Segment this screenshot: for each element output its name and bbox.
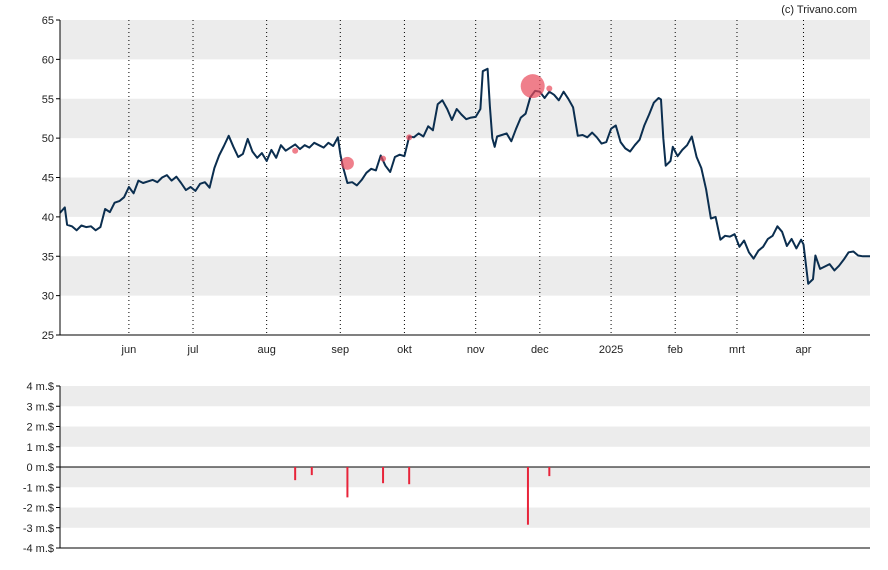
grid-band <box>60 426 870 447</box>
y-tick-label: -3 m.$ <box>23 523 54 535</box>
x-tick-label: 2025 <box>599 344 623 356</box>
price-panel: jun jul aug sep okt nov dec 2025 feb mrt apr 65 60 55… <box>42 15 870 356</box>
y-tick-label: -2 m.$ <box>23 503 54 515</box>
y-tick-label: 45 <box>42 173 54 185</box>
x-tick-label: okt <box>397 344 412 356</box>
grid-band <box>60 256 870 296</box>
y-tick-label: 35 <box>42 251 54 263</box>
insider-bubble <box>292 147 299 154</box>
y-tick-label: -1 m.$ <box>23 482 54 494</box>
y-tick-label: 3 m.$ <box>26 401 54 413</box>
x-tick-label: aug <box>257 344 275 356</box>
x-tick-label: nov <box>467 344 485 356</box>
grid-band <box>60 467 870 488</box>
insider-bubble <box>380 155 387 162</box>
price-line <box>59 67 870 285</box>
y-tick-label: 55 <box>42 94 54 106</box>
y-tick-label: 4 m.$ <box>26 381 54 393</box>
volume-panel: 4 m.$ 3 m.$ 2 m.$ 1 m.$ 0 m.$ -1 m.$ -2 m.$ -3 … <box>23 381 870 555</box>
y-tick-label: 0 m.$ <box>26 462 54 474</box>
insider-bubble <box>340 156 354 170</box>
grid-band <box>60 507 870 528</box>
x-tick-label: dec <box>531 344 549 356</box>
x-tick-label: jun <box>121 344 137 356</box>
y-tick-label: 25 <box>42 330 54 342</box>
x-tick-label: mrt <box>729 344 745 356</box>
x-tick-label: apr <box>796 344 812 356</box>
grid-band <box>60 177 870 217</box>
y-tick-label: 1 m.$ <box>26 442 54 454</box>
insider-bubble <box>546 85 553 92</box>
y-tick-label: 50 <box>42 133 54 145</box>
x-tick-label: sep <box>331 344 349 356</box>
y-tick-label: 30 <box>42 291 54 303</box>
y-tick-label: 2 m.$ <box>26 422 54 434</box>
y-tick-label: -4 m.$ <box>23 543 54 555</box>
x-tick-label: jul <box>187 344 199 356</box>
credit-label: (c) Trivano.com <box>781 4 857 16</box>
insider-bubble <box>406 134 413 141</box>
x-tick-label: feb <box>668 344 683 356</box>
insider-bubble <box>520 74 545 99</box>
y-tick-label: 40 <box>42 212 54 224</box>
y-tick-label: 65 <box>42 15 54 27</box>
grid-band <box>60 386 870 407</box>
y-tick-label: 60 <box>42 54 54 66</box>
grid-band <box>60 20 870 60</box>
